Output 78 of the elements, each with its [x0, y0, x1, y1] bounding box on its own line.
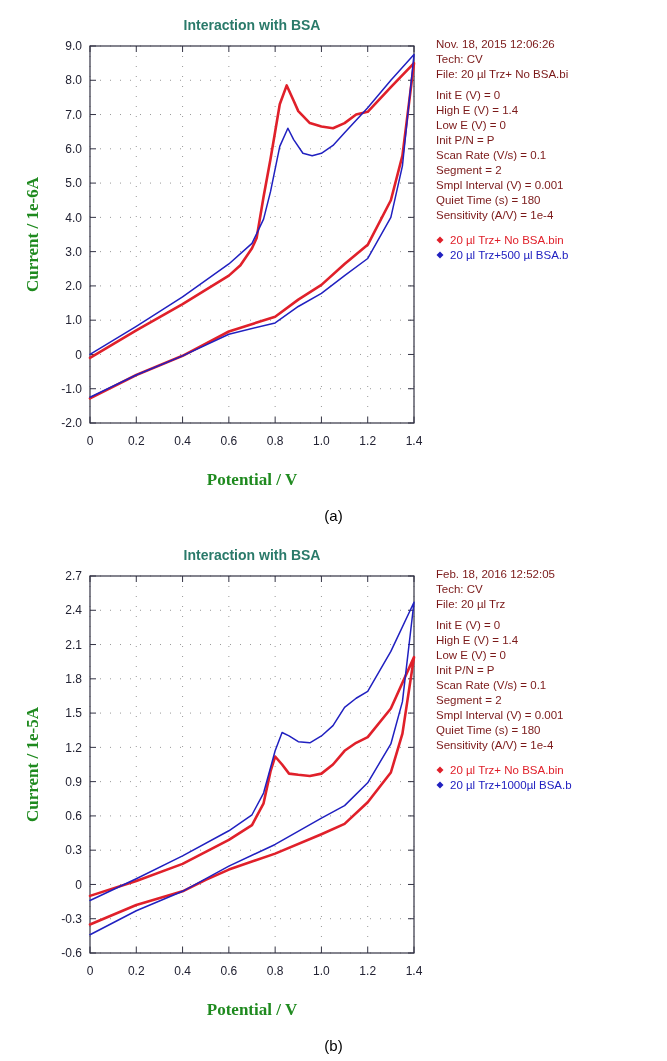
x-tick-label: 0.4 [174, 964, 192, 978]
text: Smpl Interval (V) = 0.001 [436, 179, 564, 191]
y-tick-label: -0.3 [61, 911, 83, 926]
y-tick-label: 0.6 [65, 809, 83, 824]
y-tick-label: 5.0 [65, 176, 83, 191]
text: Smpl Interval (V) = 0.001 [436, 709, 564, 721]
text: (a) [324, 507, 343, 524]
x-tick-label: 1.0 [313, 964, 331, 978]
text: Quiet Time (s) = 180 [436, 724, 541, 736]
text: Init P/N = P [436, 664, 495, 676]
y-tick-label: -1.0 [61, 381, 83, 396]
text: Init P/N = P [436, 134, 495, 146]
text: High E (V) = 1.4 [436, 634, 519, 646]
x-tick-label: 0 [86, 964, 94, 978]
y-tick-label: 0.3 [65, 843, 83, 858]
y-tick-label: 1.5 [65, 706, 83, 721]
y-tick-label: 1.2 [65, 740, 83, 755]
y-tick-label: 7.0 [65, 107, 83, 122]
y-tick-label: 1.8 [65, 672, 83, 687]
y-tick-label: 2.7 [65, 569, 83, 584]
text: Low E (V) = 0 [436, 649, 506, 661]
y-tick-label: 6.0 [65, 142, 83, 157]
line-series [88, 655, 416, 926]
x-tick-label: 0.6 [220, 434, 238, 448]
text: Nov. 18, 2015 12:06:26 [436, 38, 555, 50]
y-tick-label: 0.9 [65, 774, 83, 789]
y-tick-label: 2.1 [65, 637, 83, 652]
text: Sensitivity (A/V) = 1e-4 [436, 209, 554, 221]
y-tick-label: 3.0 [65, 244, 83, 259]
y-axis-title: Current / 1e-5A [23, 706, 42, 822]
text: Feb. 18, 2016 12:52:05 [436, 568, 555, 580]
x-tick-label: 0.2 [127, 964, 145, 978]
legend-label: 20 µl Trz+ No BSA.bin [450, 764, 564, 776]
legend-label: 20 µl Trz+ No BSA.bin [450, 234, 564, 246]
x-tick-label: 0.2 [127, 434, 145, 448]
y-axis-title: Current / 1e-6A [23, 176, 42, 292]
x-tick-label: 1.4 [405, 434, 423, 448]
chart-title: Interaction with BSA [183, 17, 321, 33]
text: Segment = 2 [436, 694, 502, 706]
text: File: 20 µl Trz+ No BSA.bi [436, 68, 569, 80]
text: Quiet Time (s) = 180 [436, 194, 541, 206]
x-tick-label: 1.0 [313, 434, 331, 448]
x-tick-label: 0.8 [266, 964, 284, 978]
text: Tech: CV [436, 53, 483, 65]
text: Tech: CV [436, 583, 483, 595]
text: Sensitivity (A/V) = 1e-4 [436, 739, 554, 751]
text: Segment = 2 [436, 164, 502, 176]
text: Scan Rate (V/s) = 0.1 [436, 679, 547, 691]
line-series [89, 601, 415, 936]
y-tick-label: 0 [75, 347, 83, 362]
text: Init E (V) = 0 [436, 89, 501, 101]
text: Scan Rate (V/s) = 0.1 [436, 149, 547, 161]
x-tick-label: 1.2 [359, 964, 377, 978]
text: File: 20 µl Trz [436, 598, 506, 610]
text: Init E (V) = 0 [436, 619, 501, 631]
y-tick-label: 9.0 [65, 39, 83, 54]
x-tick-label: 0.6 [220, 964, 238, 978]
x-tick-label: 1.4 [405, 964, 423, 978]
y-tick-label: 8.0 [65, 73, 83, 88]
text: (b) [324, 1037, 343, 1054]
x-tick-label: 1.2 [359, 434, 377, 448]
x-tick-label: 0.8 [266, 434, 284, 448]
y-tick-label: 1.0 [65, 313, 83, 328]
x-axis-title: Potential / V [206, 1000, 298, 1019]
legend-label: 20 µl Trz+500 µl BSA.b [450, 249, 569, 261]
chart-title: Interaction with BSA [183, 547, 321, 563]
y-tick-label: 2.4 [65, 603, 83, 618]
x-axis-title: Potential / V [206, 470, 298, 489]
x-tick-label: 0 [86, 434, 94, 448]
y-tick-label: -2.0 [61, 416, 83, 431]
y-tick-label: 2.0 [65, 279, 83, 294]
y-tick-label: 4.0 [65, 210, 83, 225]
legend-label: 20 µl Trz+1000µl BSA.b [450, 779, 572, 791]
y-tick-label: -0.6 [61, 946, 83, 961]
text: Low E (V) = 0 [436, 119, 506, 131]
x-tick-label: 0.4 [174, 434, 192, 448]
text: High E (V) = 1.4 [436, 104, 519, 116]
y-tick-label: 0 [75, 877, 83, 892]
